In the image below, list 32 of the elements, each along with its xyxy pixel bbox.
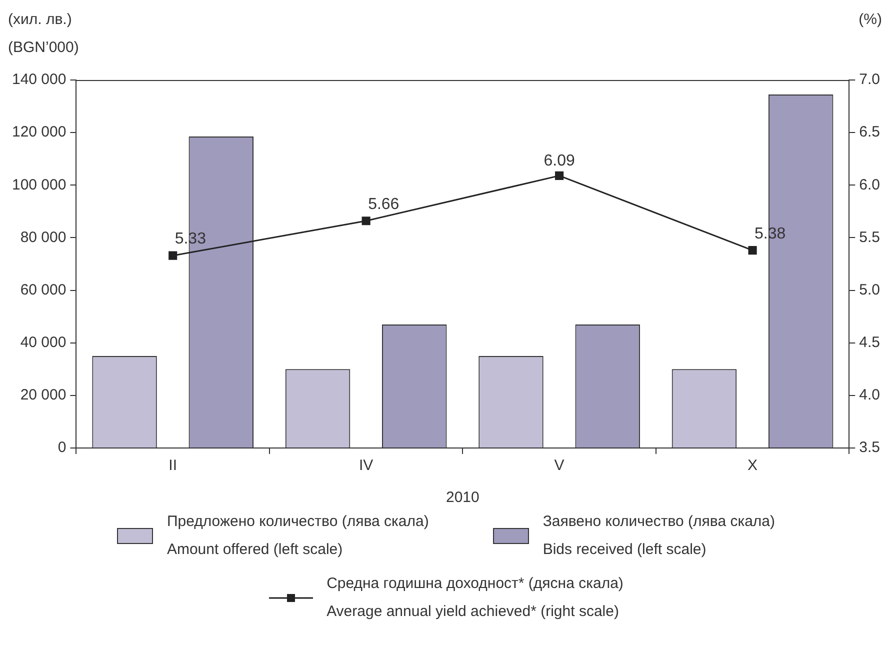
x-tick-label: V bbox=[554, 457, 564, 474]
y-tick-label: 100 000 bbox=[12, 176, 66, 194]
x-tick-label: IV bbox=[358, 457, 374, 474]
y2-tick-label: 4.5 bbox=[859, 334, 880, 351]
y-tick-label: 80 000 bbox=[20, 228, 66, 246]
data-label: 6.09 bbox=[544, 152, 575, 170]
y2-tick-label: 3.5 bbox=[859, 439, 880, 456]
y-axis-title: (хил. лв.) (BGN’000) bbox=[8, 11, 79, 56]
y2-tick-label: 6.0 bbox=[859, 176, 880, 194]
y2-tick-label: 5.0 bbox=[859, 281, 880, 298]
y-tick-label: 40 000 bbox=[20, 334, 66, 351]
legend-label: Предложено количество (лява скала) Amount offered (left scale) bbox=[166, 512, 429, 560]
y2-tick-label: 4.0 bbox=[859, 386, 880, 404]
y2-tick-label: 5.5 bbox=[859, 228, 880, 246]
point bbox=[555, 171, 564, 180]
legend-label: Заявено количество (лява скала) Bids received (left scale) bbox=[542, 512, 776, 560]
y-tick-label: 20 000 bbox=[20, 386, 66, 404]
point bbox=[748, 246, 757, 255]
y2-tick-label: 7.0 bbox=[859, 71, 880, 88]
y-tick-label: 120 000 bbox=[12, 124, 66, 141]
y-tick-label: 0 bbox=[58, 439, 66, 456]
legend-label: Средна годишна доходност* (дясна скала) Average annual yield achieved* (right scale) bbox=[326, 574, 624, 622]
x-tick-label: X bbox=[748, 457, 758, 474]
point bbox=[362, 216, 370, 226]
y2-axis-title: (%) bbox=[858, 11, 882, 28]
x-axis-title: 2010 bbox=[446, 489, 480, 506]
x-tick-label: II bbox=[168, 457, 178, 474]
y-tick-label: 140 000 bbox=[12, 71, 66, 88]
y2-tick-label: 6.5 bbox=[859, 124, 880, 141]
y-tick-label: 60 000 bbox=[20, 281, 66, 298]
point bbox=[168, 251, 178, 260]
data-label: 5.66 bbox=[368, 196, 400, 213]
